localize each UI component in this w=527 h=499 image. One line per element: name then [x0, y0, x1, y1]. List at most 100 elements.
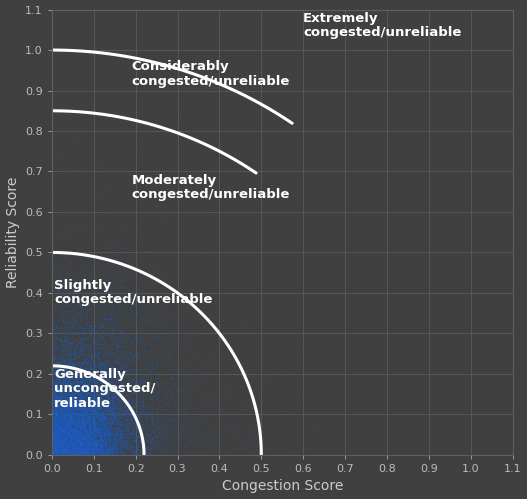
Point — [84, 426, 93, 434]
Point — [76, 380, 85, 388]
Point — [97, 448, 106, 456]
Point — [57, 439, 65, 447]
Point — [199, 245, 208, 252]
Point — [83, 444, 91, 452]
Point — [65, 413, 73, 421]
Point — [86, 407, 94, 415]
Point — [101, 342, 109, 350]
Point — [61, 411, 69, 419]
Point — [108, 398, 116, 406]
Point — [74, 450, 83, 458]
Point — [63, 422, 71, 430]
Point — [55, 420, 63, 428]
Point — [136, 438, 144, 446]
Point — [120, 423, 128, 431]
Point — [105, 424, 114, 432]
Point — [82, 426, 90, 434]
Point — [97, 322, 106, 330]
Point — [72, 427, 81, 435]
Point — [105, 418, 113, 426]
Point — [89, 417, 97, 425]
Point — [93, 425, 101, 433]
Point — [90, 393, 98, 401]
Point — [61, 365, 69, 373]
Point — [75, 402, 84, 410]
Point — [110, 442, 118, 450]
Point — [69, 442, 77, 450]
Point — [86, 428, 95, 436]
Point — [97, 366, 106, 374]
Point — [80, 421, 88, 429]
Point — [72, 423, 81, 431]
Point — [72, 428, 81, 436]
Point — [112, 426, 121, 434]
Point — [83, 427, 92, 435]
Point — [52, 410, 60, 418]
Point — [91, 426, 99, 434]
Point — [60, 400, 69, 408]
Point — [65, 424, 73, 432]
Point — [95, 331, 103, 339]
Point — [79, 392, 87, 400]
Point — [62, 450, 70, 458]
Point — [120, 422, 129, 430]
Point — [69, 322, 77, 330]
Point — [66, 394, 74, 402]
Point — [76, 439, 84, 447]
Point — [60, 382, 68, 390]
Point — [65, 440, 74, 448]
Point — [173, 401, 182, 409]
Point — [98, 409, 106, 417]
Point — [110, 389, 119, 397]
Point — [58, 411, 67, 419]
Point — [78, 426, 86, 434]
Point — [65, 428, 73, 436]
Point — [73, 273, 82, 281]
Point — [61, 437, 70, 445]
Point — [50, 423, 58, 431]
Point — [116, 402, 125, 410]
Point — [58, 439, 67, 447]
Point — [93, 375, 102, 383]
Point — [67, 426, 75, 434]
Point — [58, 441, 66, 449]
Point — [102, 399, 110, 407]
Point — [48, 441, 57, 449]
Point — [91, 423, 99, 431]
Point — [57, 426, 66, 434]
Point — [98, 419, 106, 427]
Point — [191, 416, 200, 424]
Point — [47, 351, 56, 359]
Point — [75, 435, 84, 443]
Point — [49, 448, 57, 456]
Point — [105, 365, 114, 373]
Point — [52, 396, 60, 404]
Point — [112, 425, 120, 433]
Point — [61, 423, 70, 431]
Point — [139, 365, 148, 373]
Point — [69, 414, 77, 422]
Point — [80, 433, 89, 441]
Point — [69, 439, 77, 447]
Point — [69, 427, 77, 435]
Point — [101, 306, 110, 314]
Point — [50, 445, 58, 453]
Point — [76, 422, 84, 430]
Point — [70, 448, 79, 456]
Point — [69, 407, 77, 415]
Point — [67, 393, 75, 401]
Point — [51, 410, 59, 418]
Point — [91, 372, 100, 380]
Point — [79, 408, 87, 416]
Point — [101, 410, 110, 418]
Point — [72, 362, 80, 370]
Point — [77, 408, 86, 416]
Point — [91, 447, 99, 455]
Point — [147, 362, 155, 370]
Point — [141, 411, 149, 419]
Point — [79, 376, 87, 384]
Point — [70, 377, 78, 385]
Point — [66, 393, 75, 401]
Point — [51, 390, 59, 398]
Point — [58, 390, 67, 398]
